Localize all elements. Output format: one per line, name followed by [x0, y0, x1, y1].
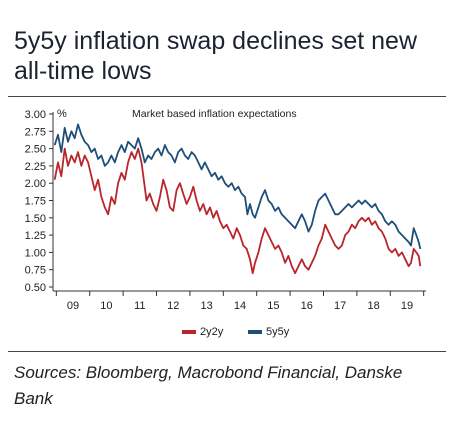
- y-tick-label: 0.50: [25, 282, 46, 294]
- x-axis: 09 10 11 12 13 14 15 16 17 18 19: [53, 290, 426, 312]
- chart-subtitle: Market based inflation expectations: [132, 108, 297, 120]
- y-tick-label: 2.25: [25, 161, 46, 173]
- x-tick-label: 16: [301, 300, 313, 312]
- y-tick-label: 2.75: [25, 126, 46, 138]
- y-tick-label: 1.00: [25, 247, 46, 259]
- x-tick-label: 15: [267, 300, 279, 312]
- y-tick-label: 1.25: [25, 230, 46, 242]
- legend-swatch-5y5y: [248, 330, 262, 334]
- x-tick-label: 13: [200, 300, 212, 312]
- x-tick-label: 10: [100, 300, 112, 312]
- y-axis: 3.00 2.75 2.50 2.25 2.00 1.75 1.50 1.25 1.00 0.75…: [25, 109, 54, 294]
- y-tick-label: 3.00: [25, 109, 46, 121]
- x-tick-label: 12: [167, 300, 179, 312]
- x-tick-label: 18: [367, 300, 379, 312]
- x-tick-label: 09: [67, 300, 79, 312]
- legend-swatch-2y2y: [182, 330, 196, 334]
- legend: 2y2y 5y5y: [182, 326, 290, 338]
- x-tick-label: 19: [401, 300, 413, 312]
- y-tick-label: 1.75: [25, 196, 46, 208]
- x-tick-label: 17: [334, 300, 346, 312]
- y-axis-unit: %: [57, 108, 67, 120]
- series-lines: [53, 123, 422, 275]
- y-tick-label: 0.75: [25, 265, 46, 277]
- x-tick-label: 14: [234, 300, 246, 312]
- y-tick-label: 2.00: [25, 178, 46, 190]
- y-tick-label: 2.50: [25, 144, 46, 156]
- y-tick-label: 1.50: [25, 213, 46, 225]
- x-tick-label: 11: [134, 300, 145, 312]
- series-line-2y2y: [53, 147, 422, 275]
- series-line-5y5y: [53, 123, 422, 250]
- sources-note: Sources: Bloomberg, Macrobond Financial,…: [14, 363, 403, 408]
- legend-label-2y2y: 2y2y: [200, 326, 224, 338]
- legend-label-5y5y: 5y5y: [266, 326, 290, 338]
- chart-frame: [8, 96, 446, 352]
- chart-title: 5y5y inflation swap declines set new all…: [14, 27, 418, 85]
